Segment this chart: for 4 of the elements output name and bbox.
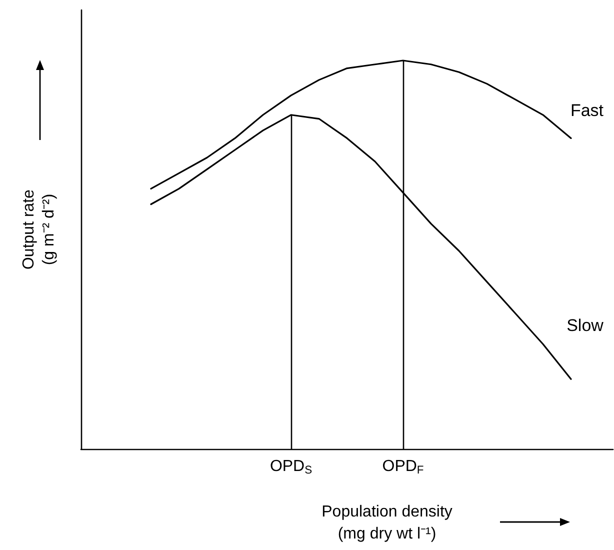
y-axis-title: Output rate (g m⁻² d⁻²) — [20, 189, 58, 270]
series-label: Slow — [566, 316, 604, 336]
x-axis-title: Population density (mg dry wt l⁻¹) — [322, 504, 452, 542]
series-label: Fast — [570, 101, 604, 120]
